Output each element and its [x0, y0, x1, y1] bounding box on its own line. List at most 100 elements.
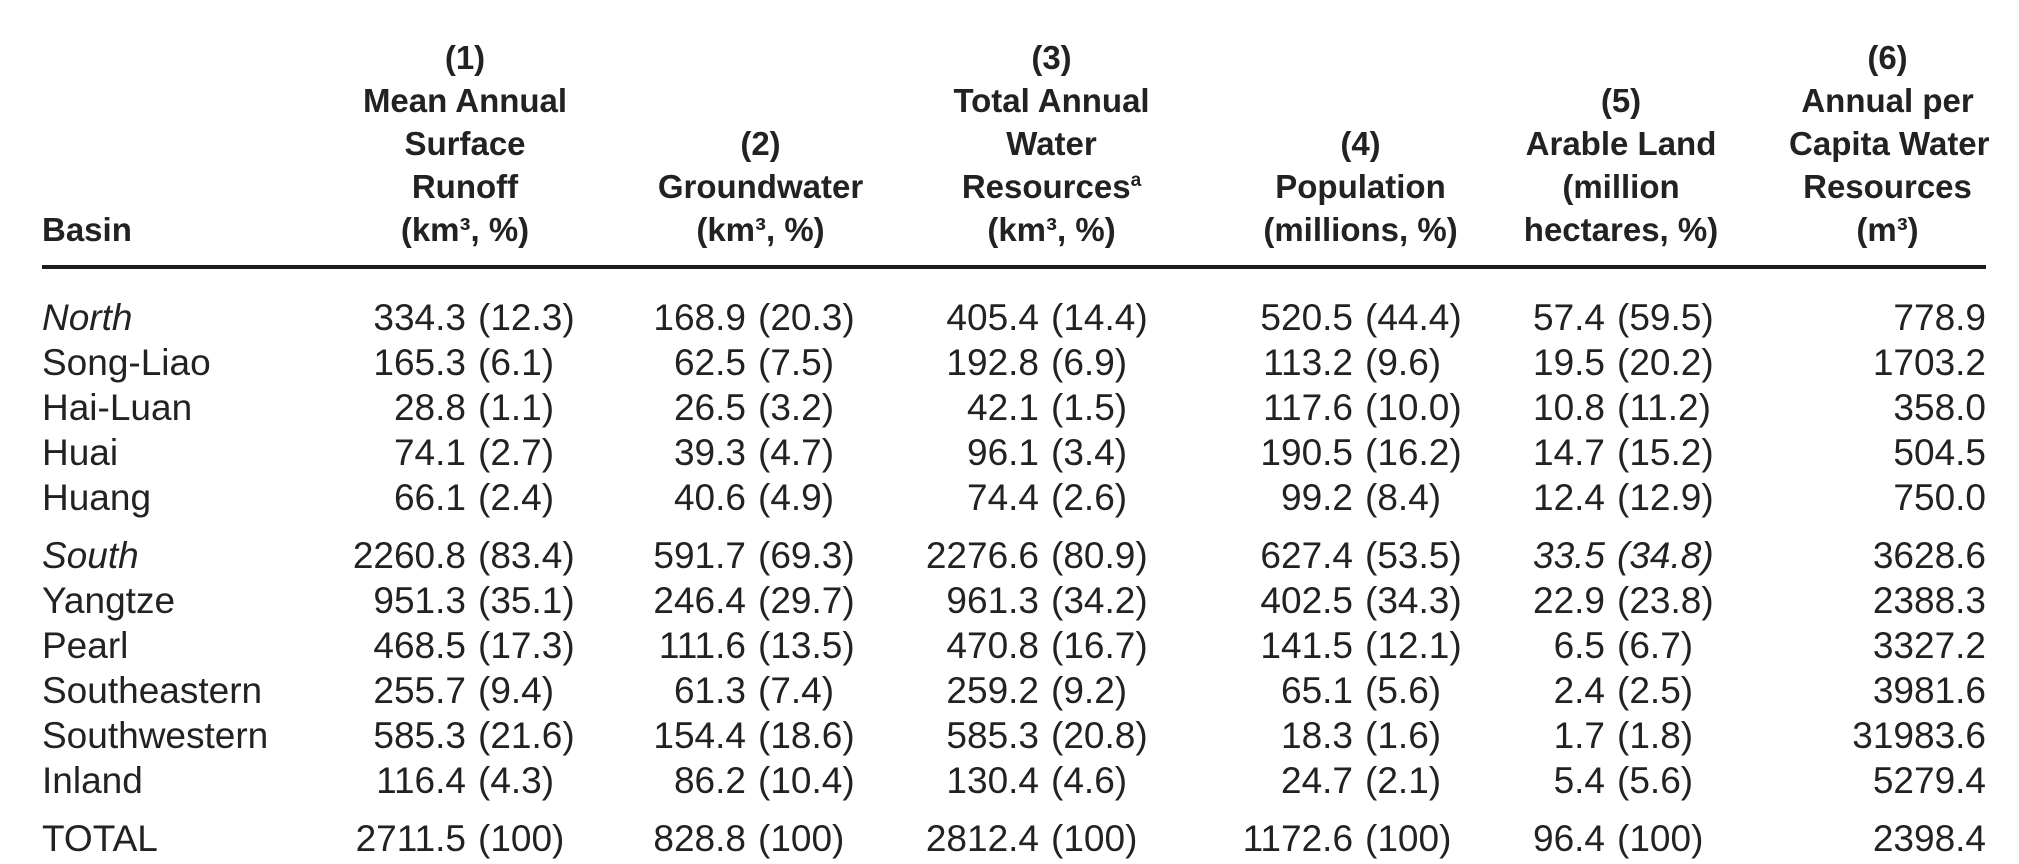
table-row: Hai-Luan 28.8 (1.1) 26.5 (3.2) 42.1 (1.5… [42, 385, 1986, 430]
total-water-percent: (3.4) [1051, 432, 1128, 473]
header-line: Resources [1803, 168, 1972, 205]
arable-land-percent: (15.2) [1617, 432, 1714, 473]
groundwater-percent: (100) [758, 818, 845, 859]
groundwater-percent: (69.3) [758, 535, 855, 576]
groundwater-value: 168.9 [653, 297, 746, 338]
groundwater-percent: (4.9) [758, 477, 835, 518]
surface-runoff-percent: (2.7) [478, 432, 555, 473]
total-water-value: 74.4 [967, 477, 1040, 518]
arable-land-percent: (12.9) [1617, 477, 1714, 518]
groundwater-value: 26.5 [673, 387, 746, 428]
header-line: Arable Land [1525, 125, 1717, 162]
basin-label: Song-Liao [42, 342, 211, 383]
column-header-surface-runoff: (1) Mean Annual Surface Runoff (km³, %) [352, 36, 578, 269]
groundwater-percent: (7.4) [758, 670, 835, 711]
header-line: (5) [1600, 82, 1642, 119]
column-header-total-water-resources: (3) Total Annual Water Resourcesa (km³, %) [871, 36, 1165, 269]
arable-land-value: 22.9 [1533, 580, 1606, 621]
table-body: North 334.3 (12.3) 168.9 (20.3) 405.4 (1… [42, 267, 1986, 861]
surface-runoff-percent: (2.4) [478, 477, 555, 518]
surface-runoff-value: 28.8 [393, 387, 466, 428]
total-water-value: 405.4 [946, 297, 1040, 338]
population-percent: (2.1) [1365, 760, 1442, 801]
population-percent: (12.1) [1365, 625, 1462, 666]
total-water-percent: (34.2) [1051, 580, 1148, 621]
per-capita-water-value: 3628.6 [1872, 535, 1987, 576]
table-row: Song-Liao 165.3 (6.1) 62.5 (7.5) 192.8 (… [42, 340, 1986, 385]
population-value: 24.7 [1281, 760, 1354, 801]
basin-label: Hai-Luan [42, 387, 193, 428]
total-water-value: 961.3 [946, 580, 1040, 621]
groundwater-percent: (29.7) [758, 580, 855, 621]
table-row: Huang 66.1 (2.4) 40.6 (4.9) 74.4 (2.6) 9… [42, 475, 1986, 520]
total-water-percent: (14.4) [1051, 297, 1148, 338]
surface-runoff-value: 165.3 [373, 342, 466, 383]
table-row: Pearl 468.5 (17.3) 111.6 (13.5) 470.8 (1… [42, 623, 1986, 668]
per-capita-water-value: 2388.3 [1872, 580, 1987, 621]
population-percent: (5.6) [1365, 670, 1442, 711]
total-water-percent: (6.9) [1051, 342, 1128, 383]
population-percent: (1.6) [1365, 715, 1442, 756]
groundwater-percent: (7.5) [758, 342, 835, 383]
surface-runoff-percent: (12.3) [478, 297, 575, 338]
surface-runoff-percent: (1.1) [478, 387, 555, 428]
surface-runoff-percent: (100) [478, 818, 565, 859]
arable-land-percent: (2.5) [1617, 670, 1694, 711]
population-percent: (16.2) [1365, 432, 1462, 473]
table-row: Inland 116.4 (4.3) 86.2 (10.4) 130.4 (4.… [42, 758, 1986, 803]
basin-label: Inland [42, 760, 143, 801]
header-line: Population [1275, 168, 1446, 205]
table-row: North 334.3 (12.3) 168.9 (20.3) 405.4 (1… [42, 267, 1986, 340]
groundwater-value: 246.4 [653, 580, 746, 621]
arable-land-percent: (1.8) [1617, 715, 1694, 756]
column-header-population: (4) Population (millions, %) [1164, 36, 1472, 269]
surface-runoff-percent: (4.3) [478, 760, 555, 801]
population-percent: (9.6) [1365, 342, 1442, 383]
table-row: Huai 74.1 (2.7) 39.3 (4.7) 96.1 (3.4) 19… [42, 430, 1986, 475]
arable-land-percent: (100) [1617, 818, 1704, 859]
total-water-percent: (16.7) [1051, 625, 1148, 666]
surface-runoff-percent: (6.1) [478, 342, 555, 383]
arable-land-value: 12.4 [1533, 477, 1606, 518]
arable-land-value: 1.7 [1553, 715, 1606, 756]
population-value: 113.2 [1263, 342, 1354, 383]
basin-label: Huai [42, 432, 119, 473]
total-water-percent: (4.6) [1051, 760, 1128, 801]
header-line: Capita Water [1789, 125, 1990, 162]
groundwater-value: 828.8 [653, 818, 746, 859]
arable-land-value: 19.5 [1533, 342, 1606, 383]
water-resources-by-basin-table: Basin (1) Mean Annual Surface Runoff (km³, %… [42, 36, 1990, 861]
header-row: Basin (1) Mean Annual Surface Runoff (km³, %… [42, 36, 1990, 269]
arable-land-percent: (34.8) [1617, 535, 1714, 576]
per-capita-water-value: 1703.2 [1872, 342, 1987, 383]
arable-land-value: 5.4 [1553, 760, 1606, 801]
population-value: 627.4 [1260, 535, 1354, 576]
per-capita-water-value: 358.0 [1893, 387, 1987, 428]
header-line: (km³, %) [987, 211, 1116, 248]
surface-runoff-value: 2711.5 [355, 818, 466, 859]
groundwater-value: 591.7 [653, 535, 746, 576]
total-water-value: 96.1 [967, 432, 1040, 473]
table-row: Southwestern 585.3 (21.6) 154.4 (18.6) 5… [42, 713, 1986, 758]
groundwater-percent: (18.6) [758, 715, 855, 756]
arable-land-value: 96.4 [1533, 818, 1606, 859]
total-water-percent: (2.6) [1051, 477, 1128, 518]
arable-land-percent: (20.2) [1617, 342, 1714, 383]
population-value: 99.2 [1281, 477, 1354, 518]
groundwater-value: 39.3 [673, 432, 746, 473]
total-water-value: 2812.4 [925, 818, 1040, 859]
header-line: Resourcesa [961, 168, 1142, 205]
groundwater-value: 154.4 [653, 715, 746, 756]
surface-runoff-value: 74.1 [393, 432, 466, 473]
per-capita-water-value: 31983.6 [1852, 715, 1987, 756]
per-capita-water-value: 5279.4 [1872, 760, 1987, 801]
header-line: Total Annual [953, 82, 1150, 119]
table-row: Southeastern 255.7 (9.4) 61.3 (7.4) 259.… [42, 668, 1986, 713]
basin-label: Pearl [42, 625, 129, 666]
basin-label: Huang [42, 477, 152, 518]
column-header-groundwater: (2) Groundwater (km³, %) [578, 36, 872, 269]
header-line: (m³) [1856, 211, 1919, 248]
header-line: Annual per [1801, 82, 1974, 119]
surface-runoff-value: 255.7 [373, 670, 466, 711]
